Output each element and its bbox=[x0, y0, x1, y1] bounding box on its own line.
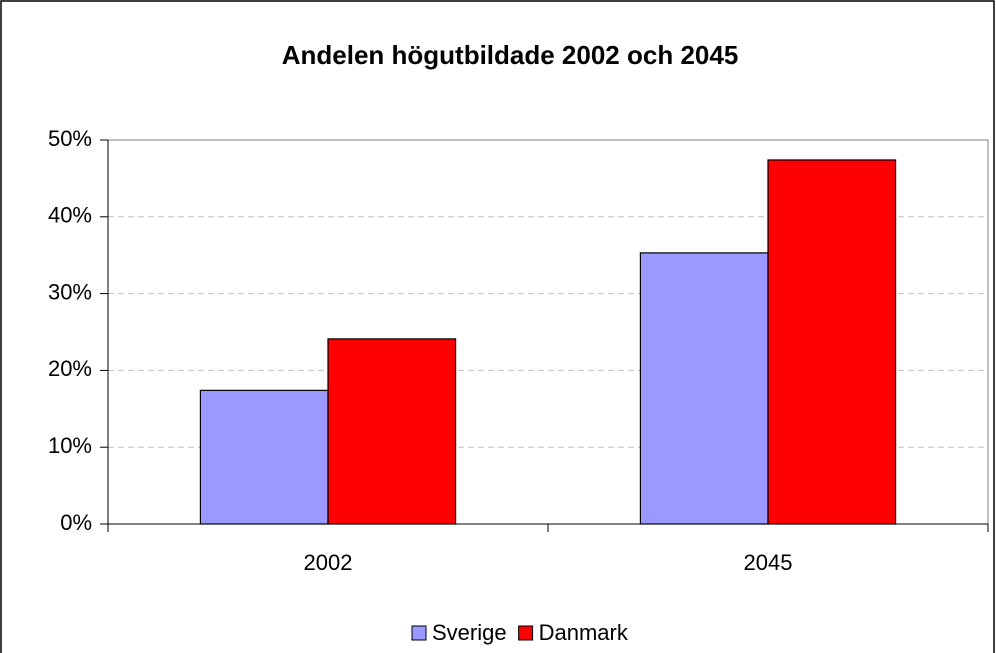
legend-label: Sverige bbox=[432, 620, 507, 645]
x-tick-label: 2002 bbox=[304, 550, 353, 575]
y-tick-label: 40% bbox=[48, 203, 92, 228]
bar bbox=[639, 252, 769, 525]
bar bbox=[199, 389, 329, 525]
legend-swatch bbox=[518, 625, 534, 641]
y-tick-label: 20% bbox=[48, 356, 92, 381]
y-tick-label: 10% bbox=[48, 433, 92, 458]
bar bbox=[327, 338, 457, 525]
legend-swatch bbox=[411, 625, 427, 641]
y-tick-label: 0% bbox=[60, 510, 92, 535]
chart-title: Andelen högutbildade 2002 och 2045 bbox=[282, 40, 739, 70]
y-tick-label: 50% bbox=[48, 126, 92, 151]
y-tick-label: 30% bbox=[48, 279, 92, 304]
x-tick-label: 2045 bbox=[744, 550, 793, 575]
legend-label: Danmark bbox=[539, 620, 629, 645]
bar bbox=[767, 159, 897, 525]
